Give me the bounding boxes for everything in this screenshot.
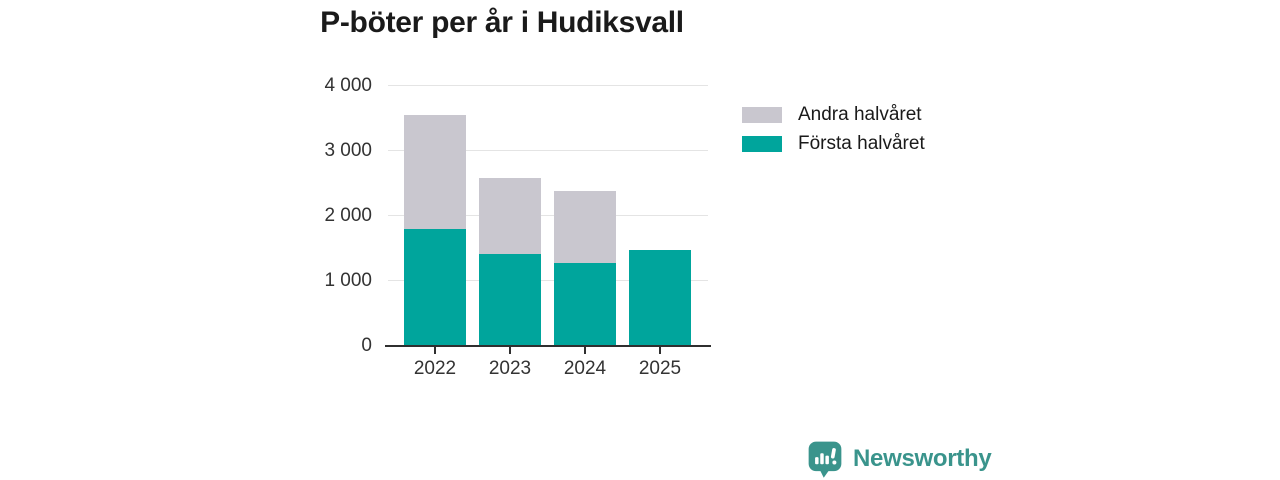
y-tick-label: 4 000 <box>324 75 372 96</box>
gridline <box>388 85 708 86</box>
legend-swatch-second-half <box>742 107 782 123</box>
bar-segment-first-half-2022 <box>404 229 466 346</box>
bar-segment-second-half-2022 <box>404 115 466 229</box>
gridline <box>388 215 708 216</box>
x-axis-tick <box>509 347 511 354</box>
y-tick-label: 2 000 <box>324 205 372 226</box>
x-tick-label-2023: 2023 <box>488 358 532 379</box>
legend-label-second-half: Andra halvåret <box>798 104 922 125</box>
x-axis-tick <box>659 347 661 354</box>
brand-name: Newsworthy <box>853 445 992 472</box>
y-tick-label: 0 <box>361 335 372 356</box>
legend-label-first-half: Första halvåret <box>798 133 925 154</box>
newsworthy-logo-icon <box>808 441 842 478</box>
bar-segment-first-half-2024 <box>554 262 616 346</box>
x-axis-tick <box>584 347 586 354</box>
bar-segment-first-half-2023 <box>479 253 541 346</box>
legend-item-first-half: Första halvåret <box>742 132 925 156</box>
legend-swatch-first-half <box>742 136 782 152</box>
gridline <box>388 150 708 151</box>
brand-footer: Newsworthy <box>806 440 992 478</box>
x-tick-label-2025: 2025 <box>638 358 682 379</box>
x-tick-label-2024: 2024 <box>563 358 607 379</box>
plot-area: 0 1 000 2 000 3 000 4 000 2022 2023 2024 2025 <box>324 75 711 379</box>
x-tick-label-2022: 2022 <box>413 358 457 379</box>
x-axis-line <box>385 345 711 347</box>
y-tick-label: 3 000 <box>324 140 372 161</box>
bar-segment-first-half-2025 <box>629 249 691 346</box>
gridline <box>388 280 708 281</box>
legend: Andra halvåret Första halvåret <box>742 103 925 161</box>
bar-segment-second-half-2024 <box>554 190 616 263</box>
legend-item-second-half: Andra halvåret <box>742 103 925 127</box>
y-tick-label: 1 000 <box>324 270 372 291</box>
x-axis-tick <box>434 347 436 354</box>
bar-segment-second-half-2023 <box>479 177 541 254</box>
chart-title: P-böter per år i Hudiksvall <box>320 6 684 39</box>
